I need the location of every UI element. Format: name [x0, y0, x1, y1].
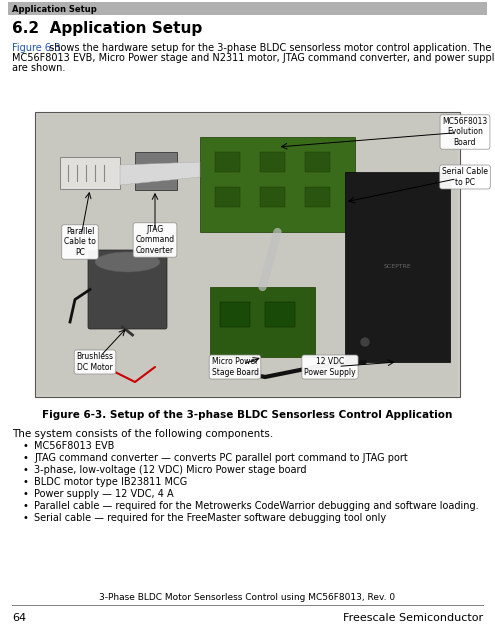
Text: 12 VDC
Power Supply: 12 VDC Power Supply [304, 357, 356, 377]
Text: MC56F8013 EVB: MC56F8013 EVB [34, 441, 114, 451]
FancyBboxPatch shape [135, 152, 177, 190]
Text: BLDC motor type IB23811 MCG: BLDC motor type IB23811 MCG [34, 477, 187, 487]
Text: The system consists of the following components.: The system consists of the following com… [12, 429, 273, 439]
Text: shows the hardware setup for the 3-phase BLDC sensorless motor control applicati: shows the hardware setup for the 3-phase… [46, 43, 492, 53]
FancyBboxPatch shape [200, 137, 355, 232]
Text: SCEPTRE: SCEPTRE [384, 264, 411, 269]
Text: are shown.: are shown. [12, 63, 65, 73]
FancyBboxPatch shape [8, 2, 487, 15]
Text: •: • [22, 501, 28, 511]
Text: Serial cable — required for the FreeMaster software debugging tool only: Serial cable — required for the FreeMast… [34, 513, 386, 523]
Text: MC56F8013
Evolution
Board: MC56F8013 Evolution Board [443, 117, 488, 147]
Text: •: • [22, 441, 28, 451]
Text: 3-phase, low-voltage (12 VDC) Micro Power stage board: 3-phase, low-voltage (12 VDC) Micro Powe… [34, 465, 306, 475]
Text: •: • [22, 465, 28, 475]
Text: Micro Power
Stage Board: Micro Power Stage Board [211, 357, 258, 377]
FancyBboxPatch shape [210, 287, 315, 357]
FancyBboxPatch shape [60, 157, 120, 189]
FancyBboxPatch shape [345, 172, 450, 362]
FancyBboxPatch shape [305, 187, 330, 207]
FancyBboxPatch shape [215, 187, 240, 207]
Text: •: • [22, 477, 28, 487]
Ellipse shape [95, 252, 160, 272]
Text: •: • [22, 453, 28, 463]
Text: MC56F8013 EVB, Micro Power stage and N2311 motor, JTAG command converter, and po: MC56F8013 EVB, Micro Power stage and N23… [12, 53, 495, 63]
FancyBboxPatch shape [37, 114, 458, 395]
FancyBboxPatch shape [35, 112, 460, 397]
FancyBboxPatch shape [305, 152, 330, 172]
Text: Freescale Semiconductor: Freescale Semiconductor [343, 613, 483, 623]
Text: Parallel cable — required for the Metrowerks CodeWarrior debugging and software : Parallel cable — required for the Metrow… [34, 501, 479, 511]
Text: •: • [22, 513, 28, 523]
Text: JTAG
Command
Converter: JTAG Command Converter [136, 225, 175, 255]
Text: 64: 64 [12, 613, 26, 623]
FancyBboxPatch shape [260, 187, 285, 207]
Text: 3-Phase BLDC Motor Sensorless Control using MC56F8013, Rev. 0: 3-Phase BLDC Motor Sensorless Control us… [99, 593, 395, 602]
Polygon shape [120, 162, 200, 185]
Circle shape [361, 338, 369, 346]
Text: Application Setup: Application Setup [12, 5, 97, 14]
FancyBboxPatch shape [88, 250, 167, 329]
Text: Figure 6-3: Figure 6-3 [12, 43, 60, 53]
Text: Figure 6-3. Setup of the 3-phase BLDC Sensorless Control Application: Figure 6-3. Setup of the 3-phase BLDC Se… [42, 410, 453, 420]
Text: Parallel
Cable to
PC: Parallel Cable to PC [64, 227, 96, 257]
FancyBboxPatch shape [265, 302, 295, 327]
Text: JTAG command converter — converts PC parallel port command to JTAG port: JTAG command converter — converts PC par… [34, 453, 408, 463]
FancyBboxPatch shape [260, 152, 285, 172]
FancyBboxPatch shape [215, 152, 240, 172]
Text: Power supply — 12 VDC, 4 A: Power supply — 12 VDC, 4 A [34, 489, 174, 499]
Text: Brushless
DC Motor: Brushless DC Motor [77, 352, 113, 372]
Text: 6.2  Application Setup: 6.2 Application Setup [12, 20, 202, 35]
Text: •: • [22, 489, 28, 499]
FancyBboxPatch shape [220, 302, 250, 327]
Text: Serial Cable
to PC: Serial Cable to PC [442, 167, 488, 187]
